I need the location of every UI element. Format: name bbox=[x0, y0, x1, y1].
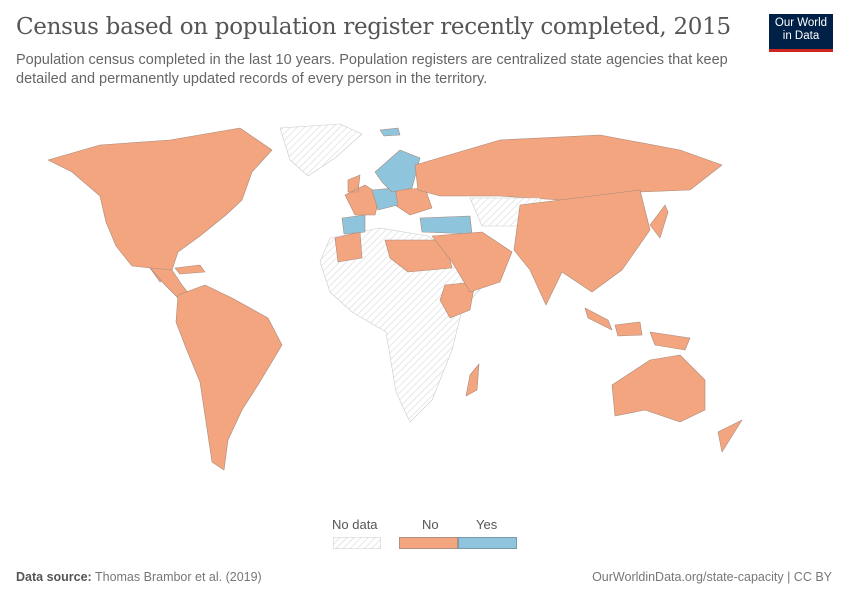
source-text: Thomas Brambor et al. (2019) bbox=[94, 570, 262, 584]
region-china-india[interactable] bbox=[513, 189, 651, 306]
region-scandinavia[interactable] bbox=[374, 149, 421, 193]
region-russia[interactable] bbox=[414, 134, 723, 201]
legend-label-no-data: No data bbox=[332, 517, 378, 532]
footer-url[interactable]: OurWorldinData.org/state-capacity | CC B… bbox=[592, 570, 832, 584]
world-map[interactable] bbox=[0, 110, 850, 510]
legend-swatch-yes[interactable] bbox=[458, 537, 517, 549]
region-north-america[interactable] bbox=[47, 127, 273, 283]
legend: No data No Yes bbox=[330, 517, 530, 557]
region-caribbean[interactable] bbox=[174, 264, 206, 275]
region-southeast-asia[interactable] bbox=[584, 307, 691, 351]
region-south-america[interactable] bbox=[175, 284, 283, 471]
region-turkey[interactable] bbox=[419, 215, 473, 235]
chart-subtitle: Population census completed in the last … bbox=[16, 52, 728, 87]
legend-swatch-no[interactable] bbox=[399, 537, 458, 549]
region-new-zealand[interactable] bbox=[717, 419, 743, 453]
region-greenland[interactable] bbox=[279, 123, 363, 177]
region-central-europe[interactable] bbox=[371, 187, 399, 211]
region-australia[interactable] bbox=[611, 354, 706, 423]
legend-swatch-no-data[interactable] bbox=[333, 537, 381, 549]
region-madagascar[interactable] bbox=[465, 363, 480, 397]
region-iberia[interactable] bbox=[341, 214, 366, 235]
chart-title: Census based on population register rece… bbox=[16, 14, 731, 40]
legend-label-no: No bbox=[422, 517, 439, 532]
region-middle-east[interactable] bbox=[431, 231, 513, 293]
data-source: Data source: Thomas Brambor et al. (2019… bbox=[16, 570, 262, 584]
region-western-europe[interactable] bbox=[344, 174, 381, 216]
region-japan[interactable] bbox=[649, 204, 669, 239]
source-label: Data source: bbox=[16, 570, 92, 584]
owid-logo[interactable]: Our World in Data bbox=[769, 14, 833, 52]
legend-label-yes: Yes bbox=[476, 517, 498, 532]
region-iceland[interactable] bbox=[379, 127, 401, 137]
